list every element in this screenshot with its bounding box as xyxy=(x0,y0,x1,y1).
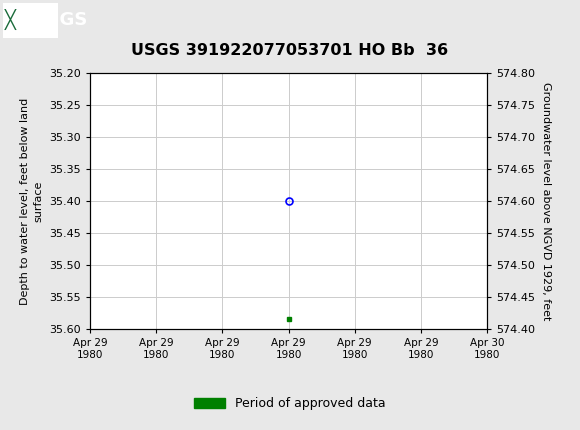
Legend: Period of approved data: Period of approved data xyxy=(189,392,391,415)
Y-axis label: Depth to water level, feet below land
surface: Depth to water level, feet below land su… xyxy=(20,98,44,304)
Text: USGS 391922077053701 HO Bb  36: USGS 391922077053701 HO Bb 36 xyxy=(132,43,448,58)
FancyBboxPatch shape xyxy=(3,3,58,37)
Text: USGS: USGS xyxy=(32,11,87,29)
Y-axis label: Groundwater level above NGVD 1929, feet: Groundwater level above NGVD 1929, feet xyxy=(541,82,551,320)
Text: ╳: ╳ xyxy=(5,9,16,30)
